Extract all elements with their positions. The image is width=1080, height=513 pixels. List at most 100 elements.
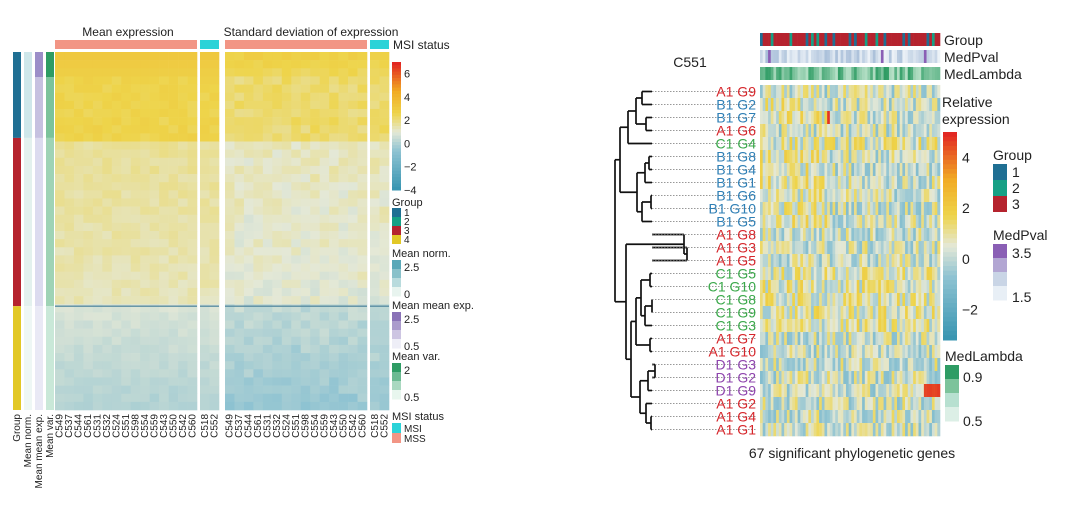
track-medlambda-cell <box>827 67 831 80</box>
heatmap-cell <box>291 100 302 110</box>
heatmap-cell <box>907 267 911 281</box>
heatmap-cell <box>253 52 264 61</box>
track-medpval-cell <box>872 50 876 63</box>
track-medlambda-cell <box>786 67 790 80</box>
heatmap-cell <box>73 52 84 61</box>
heatmap-cell <box>819 384 823 398</box>
heatmap-cell <box>897 254 900 268</box>
heatmap-cell <box>781 423 785 437</box>
heatmap-cell <box>300 271 311 281</box>
heatmap-cell <box>200 385 210 395</box>
heatmap-cell <box>121 174 132 183</box>
heatmap-cell <box>83 174 94 183</box>
heatmap-cell <box>781 280 785 294</box>
heatmap-cell <box>130 165 141 175</box>
heatmap-cell <box>894 358 898 372</box>
heatmap-cell <box>760 280 763 294</box>
heatmap-cell <box>773 397 777 411</box>
track-medlambda-cell <box>811 67 815 80</box>
heatmap-cell <box>200 190 210 199</box>
heatmap-cell <box>272 100 283 110</box>
track-medlambda-cell <box>913 67 917 80</box>
heatmap-cell <box>835 332 839 346</box>
heatmap-cell <box>859 98 863 112</box>
heatmap-cell <box>800 397 804 411</box>
heatmap-cell <box>832 306 836 320</box>
heatmap-cell <box>808 163 812 177</box>
row-label: B1 G1 <box>716 175 756 191</box>
heatmap-cell <box>370 92 380 102</box>
heatmap-cell <box>765 215 769 229</box>
heatmap-cell <box>792 319 796 333</box>
colorbar-segment <box>392 78 401 82</box>
heatmap-cell <box>862 228 866 242</box>
heatmap-cell <box>200 401 210 411</box>
heatmap-cell <box>934 176 938 190</box>
heatmap-cell <box>913 98 917 112</box>
heatmap-cell <box>130 320 141 329</box>
heatmap-cell <box>159 157 169 167</box>
heatmap-cell <box>55 263 65 272</box>
track-medlambda-cell <box>832 67 836 80</box>
heatmap-cell <box>64 92 75 102</box>
heatmap-cell <box>776 306 780 320</box>
heatmap-cell <box>921 345 925 359</box>
heatmap-cell <box>845 85 849 99</box>
row-label: B1 G4 <box>716 162 756 178</box>
heatmap-cell <box>910 423 914 437</box>
heatmap-cell <box>168 174 179 183</box>
heatmap-cell <box>149 361 160 370</box>
heatmap-cell <box>130 287 141 297</box>
track-medlambda-cell <box>765 67 769 80</box>
heatmap-cell <box>929 358 933 372</box>
heatmap-cell <box>829 345 833 359</box>
heatmap-cell <box>768 124 772 138</box>
track-medpval-cell <box>848 50 852 63</box>
heatmap-cell <box>905 241 909 255</box>
heatmap-cell <box>878 85 882 99</box>
heatmap-cell <box>851 228 855 242</box>
heatmap-cell <box>92 141 103 150</box>
heatmap-cell <box>319 100 330 110</box>
heatmap-cell <box>883 241 887 255</box>
heatmap-cell <box>888 410 892 424</box>
heatmap-cell <box>864 345 868 359</box>
heatmap-cell <box>929 345 933 359</box>
heatmap-cell <box>802 189 806 203</box>
heatmap-cell <box>824 215 828 229</box>
heatmap-cell <box>102 385 113 395</box>
heatmap-cell <box>92 76 103 85</box>
heatmap-cell <box>891 332 895 346</box>
heatmap-cell <box>848 423 852 437</box>
heatmap-cell <box>875 358 879 372</box>
track-medpval-cell <box>894 50 898 63</box>
heatmap-cell <box>891 228 895 242</box>
heatmap-cell <box>338 157 349 167</box>
heatmap-cell <box>819 202 823 216</box>
heatmap-cell <box>121 336 132 346</box>
heatmap-cell <box>835 241 839 255</box>
heatmap-cell <box>878 397 882 411</box>
heatmap-cell <box>73 369 84 378</box>
heatmap-cell <box>926 189 930 203</box>
heatmap-cell <box>83 76 94 85</box>
track-medlambda-cell <box>840 67 844 80</box>
heatmap-cell <box>875 241 879 255</box>
heatmap-cell <box>92 393 103 403</box>
heatmap-cell <box>907 423 911 437</box>
heatmap-cell <box>870 215 874 229</box>
heatmap-cell <box>878 384 882 398</box>
heatmap-cell <box>792 124 796 138</box>
heatmap-cell <box>102 328 113 338</box>
track-medpval-cell <box>773 50 777 63</box>
track-medlambda-cell <box>837 67 841 80</box>
sample-label: C561 <box>253 414 264 438</box>
heatmap-cell <box>319 198 330 207</box>
heatmap-cell <box>357 190 368 199</box>
heatmap-cell <box>379 361 390 370</box>
heatmap-cell <box>243 377 254 386</box>
heatmap-cell <box>813 241 817 255</box>
heatmap-cell <box>64 255 75 264</box>
heatmap-cell <box>773 384 777 398</box>
heatmap-cell <box>140 361 150 370</box>
